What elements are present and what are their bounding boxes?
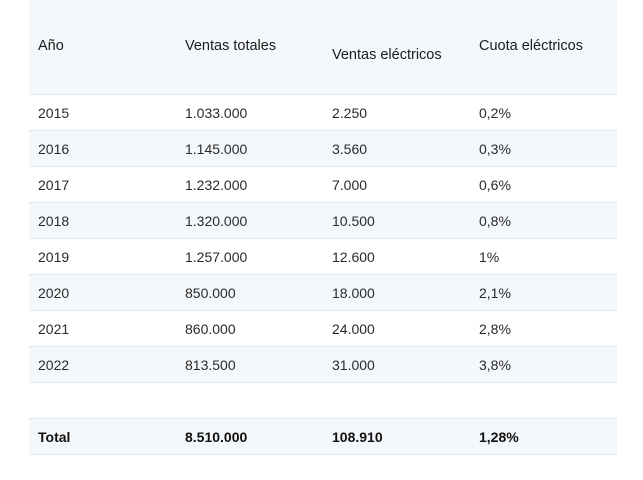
sales-table-container: Año Ventas totales Ventas eléctricos Cuo… <box>29 0 617 455</box>
cell-electric-share: 0,6% <box>470 166 617 203</box>
cell-electric-sales: 10.500 <box>323 202 470 239</box>
cell-total-sales: 813.500 <box>176 346 323 383</box>
table-row: 2020 850.000 18.000 2,1% <box>29 274 617 311</box>
total-sales: 8.510.000 <box>176 418 323 455</box>
table-row: 2017 1.232.000 7.000 0,6% <box>29 166 617 203</box>
total-row: Total 8.510.000 108.910 1,28% <box>29 418 617 455</box>
table-row: 2015 1.033.000 2.250 0,2% <box>29 94 617 131</box>
cell-year: 2021 <box>29 310 176 347</box>
cell-total-sales: 1.033.000 <box>176 94 323 131</box>
cell-electric-share: 1% <box>470 238 617 275</box>
total-electric-share: 1,28% <box>470 418 617 455</box>
header-year: Año <box>29 0 176 95</box>
cell-electric-share: 0,2% <box>470 94 617 131</box>
cell-electric-sales: 31.000 <box>323 346 470 383</box>
cell-year: 2015 <box>29 94 176 131</box>
table-row: 2016 1.145.000 3.560 0,3% <box>29 130 617 167</box>
table-row: 2021 860.000 24.000 2,8% <box>29 310 617 347</box>
cell-total-sales: 1.320.000 <box>176 202 323 239</box>
table-body: 2015 1.033.000 2.250 0,2% 2016 1.145.000… <box>29 94 617 455</box>
cell-year: 2016 <box>29 130 176 167</box>
cell-year: 2022 <box>29 346 176 383</box>
table-row: 2019 1.257.000 12.600 1% <box>29 238 617 275</box>
table-header: Año Ventas totales Ventas eléctricos Cuo… <box>29 0 617 95</box>
cell-year: 2018 <box>29 202 176 239</box>
total-label: Total <box>29 418 176 455</box>
cell-electric-sales: 2.250 <box>323 94 470 131</box>
header-row: Año Ventas totales Ventas eléctricos Cuo… <box>29 0 617 95</box>
cell-electric-share: 2,1% <box>470 274 617 311</box>
cell-electric-share: 0,3% <box>470 130 617 167</box>
empty-row <box>29 382 617 419</box>
total-electric-sales: 108.910 <box>323 418 470 455</box>
cell-electric-sales: 3.560 <box>323 130 470 167</box>
cell-total-sales: 1.257.000 <box>176 238 323 275</box>
cell-total-sales: 1.145.000 <box>176 130 323 167</box>
header-electric-share: Cuota eléctricos <box>470 0 617 95</box>
cell-electric-sales: 7.000 <box>323 166 470 203</box>
cell-year: 2019 <box>29 238 176 275</box>
table-row: 2018 1.320.000 10.500 0,8% <box>29 202 617 239</box>
cell-year: 2020 <box>29 274 176 311</box>
header-total-sales: Ventas totales <box>176 0 323 95</box>
cell-total-sales: 850.000 <box>176 274 323 311</box>
cell-total-sales: 1.232.000 <box>176 166 323 203</box>
cell-electric-share: 0,8% <box>470 202 617 239</box>
cell-total-sales: 860.000 <box>176 310 323 347</box>
cell-year: 2017 <box>29 166 176 203</box>
cell-electric-share: 3,8% <box>470 346 617 383</box>
header-electric-sales: Ventas eléctricos <box>323 0 470 95</box>
table-row: 2022 813.500 31.000 3,8% <box>29 346 617 383</box>
cell-electric-sales: 12.600 <box>323 238 470 275</box>
cell-electric-sales: 18.000 <box>323 274 470 311</box>
cell-electric-sales: 24.000 <box>323 310 470 347</box>
cell-electric-share: 2,8% <box>470 310 617 347</box>
sales-table: Año Ventas totales Ventas eléctricos Cuo… <box>29 0 617 455</box>
